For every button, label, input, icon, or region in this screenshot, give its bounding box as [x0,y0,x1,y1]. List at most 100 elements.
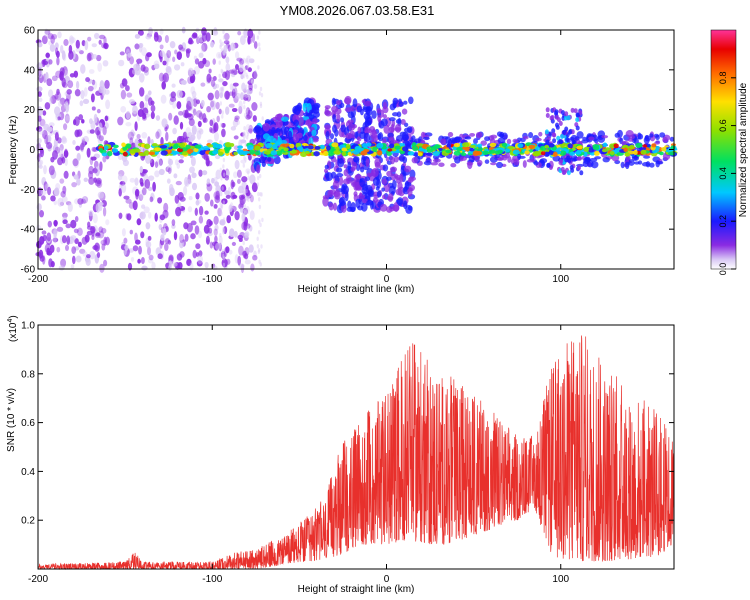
spectrogram-cell [331,105,339,113]
spectrogram-cell [102,206,107,217]
spectrogram-cell [382,194,386,200]
spectrogram-cell [195,200,200,206]
spectrogram-cell [539,158,548,164]
spectrogram-cell [95,232,101,237]
spectrogram-cell [257,175,260,181]
spectrogram-cell [138,73,145,83]
spectrogram-cell [43,181,48,192]
spectrogram-cell [238,63,244,73]
spectrogram-cell [409,176,416,181]
spectrogram-cell [241,194,246,200]
spectrogram-cell [155,131,160,139]
spectrogram-cell [558,138,563,144]
spectrogram-cell [199,150,206,156]
colorbar-ticks: 0.0 0.2 0.4 0.6 0.8 [718,72,736,275]
spectrogram-cell [628,134,635,140]
snr-border [37,324,675,570]
spectrogram-cell [319,144,325,150]
spectrogram-cell [560,134,565,139]
spectrogram-cell [649,162,655,168]
spectrogram-cell [386,170,393,177]
spectrogram-cell [642,144,648,148]
spectrogram-cell [407,151,415,156]
spectrogram-cell [60,258,67,268]
spectrogram-cell [389,166,398,173]
spectrogram-cell [225,63,231,72]
spectrogram-cell [333,149,341,155]
spectrogram-cell [220,184,227,193]
spectrogram-cell [194,144,202,149]
spectrogram-cell [102,125,107,136]
snr-scale-factor: (x104) [7,315,19,342]
spectrogram-cell [256,244,260,249]
spectrogram-cell [222,29,225,35]
spectrogram-cell [574,151,582,155]
spectrogram-cell [221,198,228,205]
spectrogram-cell [73,70,79,78]
spectrogram-cell [37,115,42,122]
spectrogram-cell [56,56,60,66]
spectrogram-cell [77,198,84,205]
spectrogram-cell [64,157,68,167]
spectrogram-cell [175,180,182,186]
spectrogram-cell [196,260,203,267]
spectrogram-cell [243,105,246,110]
spectrogram-cell [55,50,60,58]
spectrogram-cell [496,161,503,169]
spectrogram-cell [280,125,287,136]
spectrogram-cell [50,260,55,268]
spectrogram-cell [80,89,85,100]
spectrogram-cell [404,180,410,191]
spectrogram-cell [164,242,169,252]
spectrogram-cell [84,40,89,51]
spectrogram-cell [651,143,657,148]
spectrogram-cell [219,167,222,172]
spectrogram-cell [38,209,45,218]
spectrogram-cell [338,176,344,186]
spectrogram-cell [252,115,257,122]
spectrogram-cell [67,80,74,89]
spectrogram-cell [190,233,196,240]
spectrogram-cell [215,101,220,110]
spectrogram-cell [97,62,103,72]
spectrogram-cell [231,241,237,246]
spectrogram-cell [147,136,151,146]
spectrogram-cell [167,167,172,175]
spectrogram-cell [71,181,77,188]
spectrogram-cell [196,199,202,204]
spectrogram-cell [72,158,79,167]
spectrogram-cell [353,149,360,155]
spectrogram-cell [105,219,110,226]
spectrogram-cell [236,57,243,62]
spectrogram-cell [258,219,261,224]
spectrogram-cell [147,246,151,256]
spectrogram-cell [112,144,119,149]
spectrogram-cell [179,121,184,130]
spectrogram-cell [244,232,249,238]
spectrogram-cell [332,202,338,211]
spectrogram-cell [561,110,565,116]
spectrogram-cell [195,99,201,105]
spectrogram-cell [394,145,401,150]
spectrogram-cell [221,114,224,119]
spectrogram-cell [154,31,159,38]
spectrogram-cell [236,169,242,178]
spectrogram-cell [220,206,223,211]
spectrogram-cell [39,118,46,127]
spectrogram-cell [649,133,654,138]
spectrogram-cell [571,158,577,162]
spectrogram-cell [45,141,53,150]
spectrogram-cell [254,145,261,151]
spectrogram-cell [398,101,404,107]
spectrogram-cell [120,105,127,113]
spectrogram-cell [643,155,651,159]
spectrogram-cell [141,47,147,57]
spectrogram-cell [38,97,43,103]
spectrogram-cell [167,239,172,245]
spectrogram-cell [382,138,387,145]
spectrogram-cell [215,185,222,193]
spectrogram-cell [337,157,345,168]
spectrogram-cell [276,127,282,132]
spectrogram-cell [221,186,224,191]
spectrogram-cell [247,144,254,151]
